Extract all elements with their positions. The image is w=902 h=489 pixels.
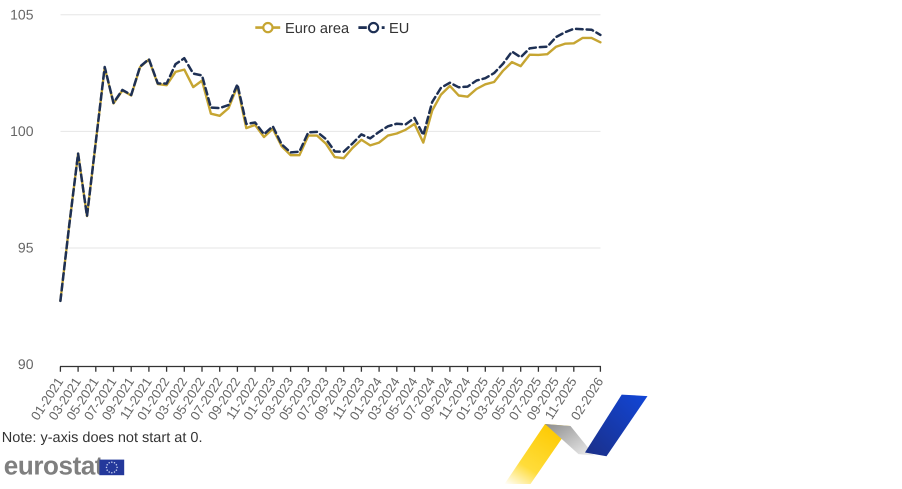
svg-text:Note: y-axis does not start at: Note: y-axis does not start at 0. — [2, 430, 203, 446]
svg-text:105: 105 — [10, 6, 34, 22]
svg-text:eurostat: eurostat — [4, 451, 104, 481]
svg-text:Euro area: Euro area — [285, 21, 350, 37]
svg-text:EU: EU — [389, 21, 409, 37]
svg-text:90: 90 — [18, 356, 34, 372]
svg-text:100: 100 — [10, 123, 34, 139]
svg-text:95: 95 — [18, 240, 34, 256]
